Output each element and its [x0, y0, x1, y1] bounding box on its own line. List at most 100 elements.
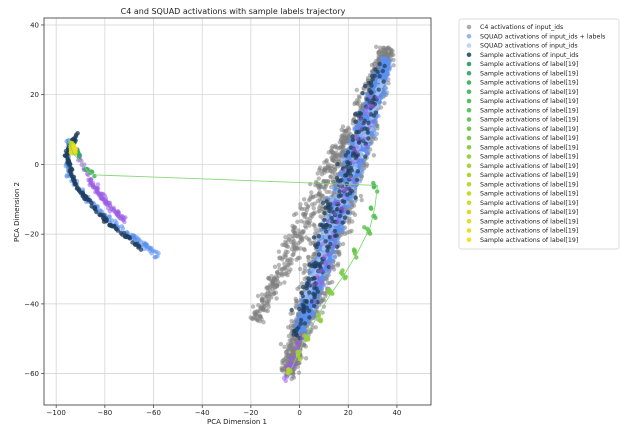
scatter-point-series-3	[313, 264, 317, 268]
scatter-point-series-0	[291, 252, 295, 256]
scatter-point-series-0	[304, 225, 308, 229]
scatter-point-series-3	[383, 64, 387, 68]
scatter-point-series-3	[314, 286, 318, 290]
scatter-point-series-0	[292, 213, 296, 217]
scatter-point-series-0	[292, 247, 296, 251]
scatter-point-series-3	[297, 307, 301, 311]
x-tick-label: −20	[243, 409, 258, 417]
scatter-point-series-0	[265, 294, 269, 298]
scatter-point-series-3	[290, 308, 294, 312]
legend-marker	[467, 117, 472, 122]
scatter-point-extra	[367, 125, 371, 129]
legend-entry: Sample activations of label[19]	[480, 144, 578, 151]
scatter-point-series-1	[386, 58, 390, 62]
scatter-point-series-0	[346, 126, 350, 130]
scatter-point-series-3	[322, 211, 326, 215]
legend-marker	[467, 200, 472, 205]
scatter-point-series-3	[369, 80, 373, 84]
scatter-point-extra	[318, 280, 322, 284]
legend-marker	[467, 210, 472, 215]
scatter-point-extra	[356, 158, 360, 162]
legend-marker	[467, 228, 472, 233]
scatter-point-series-0	[282, 361, 286, 365]
x-tick-label: −100	[47, 409, 66, 417]
scatter-point-extra	[317, 275, 321, 279]
label-point-7	[352, 247, 356, 251]
scatter-point-extra	[352, 147, 356, 151]
y-axis-label: PCA Dimension 2	[13, 182, 21, 242]
scatter-point-series-0	[290, 224, 294, 228]
scatter-point-extra	[362, 137, 366, 141]
legend-entry: Sample activations of input_ids	[480, 52, 579, 59]
scatter-point-series-0	[301, 212, 305, 216]
y-tick-label: 20	[30, 91, 39, 99]
scatter-point-extra	[312, 282, 316, 286]
scatter-point-extra	[350, 160, 354, 164]
scatter-point-series-0	[358, 104, 362, 108]
scatter-point-series-3	[337, 194, 341, 198]
scatter-point-series-3	[126, 235, 130, 239]
scatter-point-extra	[327, 219, 331, 223]
legend-entry: Sample activations of label[19]	[480, 181, 578, 188]
scatter-point-series-3	[363, 154, 367, 158]
scatter-point-extra	[337, 218, 341, 222]
scatter-point-series-1	[380, 57, 384, 61]
scatter-point-extra	[358, 126, 362, 130]
scatter-point-series-0	[298, 239, 302, 243]
scatter-point-series-0	[390, 49, 394, 53]
scatter-point-series-0	[298, 202, 302, 206]
label-point-10	[319, 319, 323, 323]
scatter-point-series-0	[291, 374, 295, 378]
scatter-point-series-3	[305, 286, 309, 290]
scatter-point-series-3	[97, 212, 101, 216]
scatter-point-series-3	[324, 199, 328, 203]
scatter-point-series-0	[336, 262, 340, 266]
scatter-point-series-0	[385, 48, 389, 52]
scatter-point-series-3	[307, 315, 311, 319]
scatter-point-series-3	[302, 310, 306, 314]
scatter-point-series-0	[317, 184, 321, 188]
scatter-point-series-3	[348, 191, 352, 195]
scatter-point-series-0	[274, 296, 278, 300]
scatter-point-series-0	[275, 270, 279, 274]
chart-title: C4 and SQUAD activations with sample lab…	[121, 7, 346, 16]
legend-marker	[467, 62, 472, 67]
scatter-point-series-3	[71, 137, 75, 141]
scatter-point-extra	[291, 356, 295, 360]
scatter-point-series-3	[373, 74, 377, 78]
scatter-point-extra	[348, 176, 352, 180]
legend-entry: Sample activations of label[19]	[480, 163, 578, 170]
scatter-point-series-3	[353, 196, 357, 200]
scatter-point-series-3	[66, 158, 70, 162]
scatter-point-series-3	[366, 131, 370, 135]
legend-entry: SQUAD activations of input_ids	[480, 43, 578, 50]
legend-entry: Sample activations of label[19]	[480, 107, 578, 114]
scatter-point-series-0	[258, 319, 262, 323]
scatter-point-series-1	[339, 229, 343, 233]
scatter-point-series-3	[343, 216, 347, 220]
y-tick-label: 40	[30, 21, 39, 29]
legend-marker	[467, 25, 472, 30]
scatter-point-series-0	[376, 51, 380, 55]
legend-marker	[467, 52, 472, 57]
scatter-point-series-0	[318, 166, 322, 170]
scatter-point-series-3	[372, 113, 376, 117]
scatter-point-extra	[359, 118, 363, 122]
scatter-point-series-3	[344, 173, 348, 177]
scatter-point-series-0	[282, 280, 286, 284]
scatter-point-series-1	[149, 251, 153, 255]
legend: C4 activations of input_idsSQUAD activat…	[459, 19, 619, 249]
label-point-5	[369, 206, 373, 210]
label-point-19	[72, 144, 76, 148]
scatter-point-series-3	[350, 134, 354, 138]
x-tick-label: −40	[195, 409, 210, 417]
scatter-point-series-0	[323, 166, 327, 170]
scatter-point-series-1	[333, 250, 337, 254]
scatter-point-series-0	[283, 272, 287, 276]
scatter-point-series-0	[303, 266, 307, 270]
scatter-point-series-0	[330, 146, 334, 150]
scatter-point-series-3	[110, 224, 114, 228]
scatter-point-series-0	[251, 317, 255, 321]
scatter-point-series-0	[299, 219, 303, 223]
scatter-point-series-0	[298, 267, 302, 271]
